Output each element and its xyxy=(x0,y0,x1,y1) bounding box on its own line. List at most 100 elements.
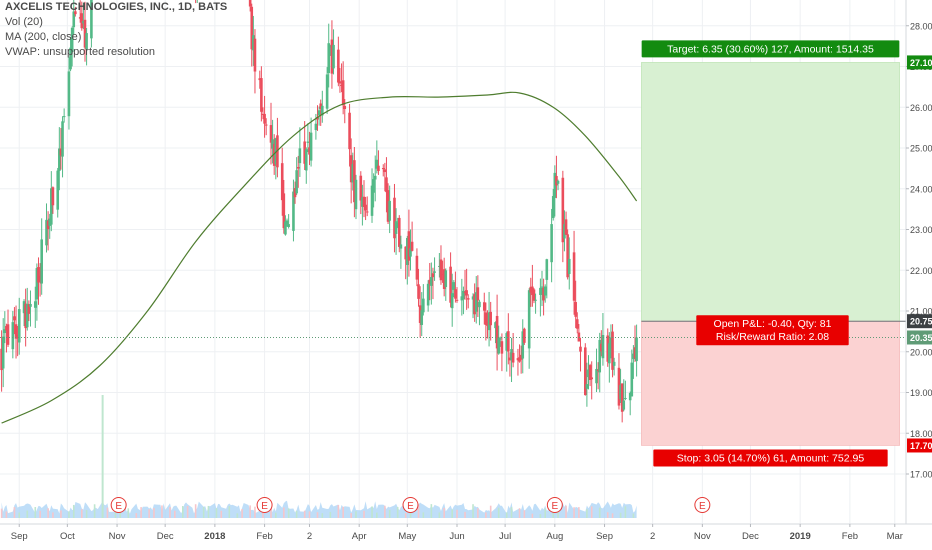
candle xyxy=(375,140,379,174)
earnings-marker[interactable]: E xyxy=(546,497,563,513)
candle xyxy=(24,288,27,347)
volume-bar xyxy=(202,506,205,518)
candle-body xyxy=(61,121,64,157)
candle xyxy=(449,252,452,308)
candle xyxy=(410,221,414,252)
earnings-marker[interactable]: E xyxy=(110,497,127,513)
earnings-circle xyxy=(546,497,563,513)
candle xyxy=(563,210,566,252)
volume-bar xyxy=(539,513,542,518)
candle xyxy=(532,288,536,304)
candle-body xyxy=(252,35,255,51)
moving-average-line xyxy=(1,91,638,424)
candle xyxy=(11,310,15,359)
candle xyxy=(588,363,592,387)
candle xyxy=(543,284,547,303)
candle-body xyxy=(574,302,577,317)
candle xyxy=(260,66,263,122)
candle-body xyxy=(386,190,390,222)
volume-bar xyxy=(531,513,534,518)
candle xyxy=(258,70,262,89)
entry-price-tag: 20.75 xyxy=(907,314,932,329)
candle-body xyxy=(354,179,358,210)
candle-body xyxy=(40,239,43,284)
last-price-tag-text: 20.35 xyxy=(910,333,932,343)
candle-body xyxy=(306,141,310,143)
candle-body xyxy=(545,259,549,280)
candle-body xyxy=(319,103,323,109)
candle xyxy=(253,29,257,94)
candle-body xyxy=(420,310,424,325)
candle-body xyxy=(487,312,491,331)
candle xyxy=(298,127,302,177)
volume-indicator-label[interactable]: Vol (20) xyxy=(5,16,43,28)
volume-bar xyxy=(632,513,635,518)
vwap-indicator-label[interactable]: VWAP: unsupported resolution xyxy=(5,46,156,58)
volume-bar xyxy=(135,513,138,518)
stop-label-text: Stop: 3.05 (14.70%) 61, Amount: 752.95 xyxy=(677,452,865,464)
candle xyxy=(601,313,605,366)
candle xyxy=(45,203,48,253)
candle-body xyxy=(90,0,93,39)
candle xyxy=(35,263,39,321)
candle xyxy=(574,280,577,329)
volume-bar xyxy=(106,507,109,518)
candle xyxy=(439,245,443,285)
candle-body xyxy=(29,303,32,307)
candle xyxy=(252,15,255,66)
candle-body xyxy=(510,349,513,361)
candle xyxy=(609,324,613,359)
target-label-text: Target: 6.35 (30.60%) 127, Amount: 1514.… xyxy=(667,43,874,55)
candle xyxy=(606,328,610,367)
candle-body xyxy=(24,303,27,329)
earnings-marker[interactable]: E xyxy=(402,497,419,513)
volume-histogram xyxy=(0,395,637,518)
candle-body xyxy=(418,305,422,323)
candle xyxy=(354,174,358,220)
candle xyxy=(407,209,411,277)
candle xyxy=(442,257,446,297)
earnings-letter: E xyxy=(261,501,268,512)
time-tick-label: Jun xyxy=(449,531,464,542)
volume-bar xyxy=(34,507,37,518)
candle xyxy=(372,173,375,208)
time-tick-label: Apr xyxy=(352,531,367,542)
candle xyxy=(292,179,295,242)
volume-bar xyxy=(127,508,130,518)
candle xyxy=(248,0,252,12)
volume-bar xyxy=(241,508,243,518)
candle-body xyxy=(609,337,613,349)
earnings-marker[interactable]: E xyxy=(694,497,711,513)
volume-bar xyxy=(207,505,210,518)
volume-bar xyxy=(13,507,16,518)
candle xyxy=(90,0,93,48)
volume-bar xyxy=(477,508,479,518)
volume-bar xyxy=(39,510,41,518)
candle xyxy=(46,211,50,251)
candle xyxy=(16,325,19,357)
candle-body xyxy=(353,160,356,203)
candle xyxy=(484,302,488,341)
candle-body xyxy=(38,275,42,282)
candle-body xyxy=(555,175,558,186)
candle xyxy=(361,184,364,226)
earnings-circle xyxy=(694,497,711,513)
candle xyxy=(70,26,74,67)
candle xyxy=(284,215,287,236)
candle xyxy=(566,229,569,280)
candle-body xyxy=(22,301,26,314)
time-tick-label: Sep xyxy=(596,531,613,542)
candle xyxy=(482,292,486,325)
candle-body xyxy=(628,393,632,401)
candle-body xyxy=(543,286,547,296)
candle xyxy=(628,391,632,416)
candle-body xyxy=(37,267,40,283)
volume-bar xyxy=(371,506,373,518)
earnings-marker[interactable]: E xyxy=(256,497,273,513)
candle-body xyxy=(361,197,364,207)
candle-body xyxy=(330,39,334,74)
moving-average-indicator-label[interactable]: MA (200, close) xyxy=(5,31,82,43)
candle-body xyxy=(325,74,329,109)
volume-bar xyxy=(497,507,500,518)
